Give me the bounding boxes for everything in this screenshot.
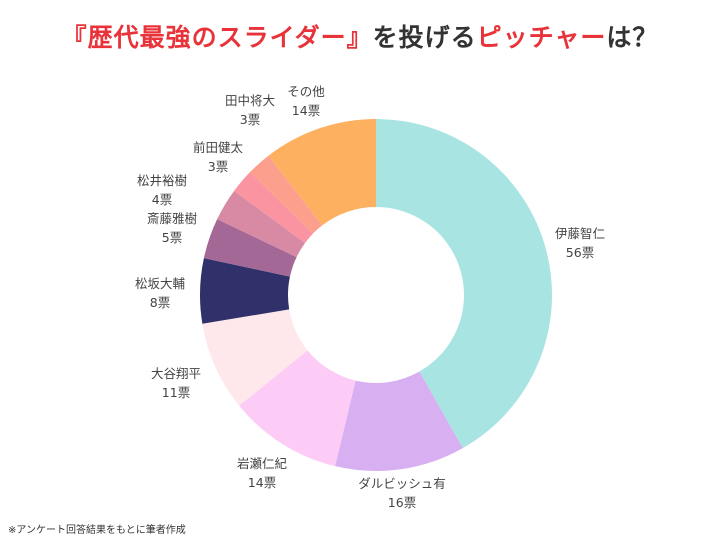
slice-5 <box>199 258 290 324</box>
slice-7 <box>217 190 306 258</box>
slice-label-name-4: 大谷翔平 <box>151 366 201 381</box>
slice-10 <box>268 119 376 226</box>
slice-label-name-9: 田中将大 <box>225 93 275 108</box>
title-text-throw: を投げる <box>372 23 477 52</box>
slice-2 <box>335 371 463 472</box>
slice-4 <box>202 309 308 406</box>
slice-3 <box>239 350 356 467</box>
slice-9 <box>250 155 323 234</box>
slice-label-name-7: 松井裕樹 <box>137 173 187 188</box>
slice-label-value-5: 8票 <box>150 295 170 310</box>
slice-label-name-2: ダルビッシュ有 <box>358 476 446 491</box>
slice-6 <box>203 219 297 277</box>
slice-label-value-2: 16票 <box>388 495 416 510</box>
title-text-question: は？ <box>606 23 659 52</box>
slice-label-name-6: 斎藤雅樹 <box>147 211 197 226</box>
slice-labels: 伊藤智仁56票ダルビッシュ有16票岩瀬仁紀14票大谷翔平11票松坂大輔8票斎藤雅… <box>135 84 605 510</box>
slice-label-value-3: 14票 <box>248 475 276 490</box>
slice-8 <box>234 172 314 243</box>
slice-label-value-7: 4票 <box>152 192 172 207</box>
slice-label-name-1: 伊藤智仁 <box>555 226 605 241</box>
slice-1 <box>376 119 552 449</box>
slice-label-name-5: 松坂大輔 <box>135 276 185 291</box>
slice-label-name-10: その他 <box>287 84 325 99</box>
slice-label-value-9: 3票 <box>240 112 260 127</box>
slice-label-value-4: 11票 <box>162 385 190 400</box>
slice-label-value-10: 14票 <box>292 103 320 118</box>
slice-label-value-8: 3票 <box>208 159 228 174</box>
slice-label-name-8: 前田健太 <box>193 140 244 155</box>
donut-slices <box>199 119 552 472</box>
title-highlight-pitcher: ピッチャー <box>476 23 607 52</box>
slice-label-value-6: 5票 <box>162 230 182 245</box>
chart-title: 『歴代最強のスライダー』を投げるピッチャーは？ <box>0 18 720 54</box>
title-highlight-slider: 『歴代最強のスライダー』 <box>61 23 373 52</box>
slice-label-value-1: 56票 <box>566 245 594 260</box>
slice-label-name-3: 岩瀬仁紀 <box>237 456 287 471</box>
footnote: ※アンケート回答結果をもとに筆者作成 <box>8 525 186 536</box>
